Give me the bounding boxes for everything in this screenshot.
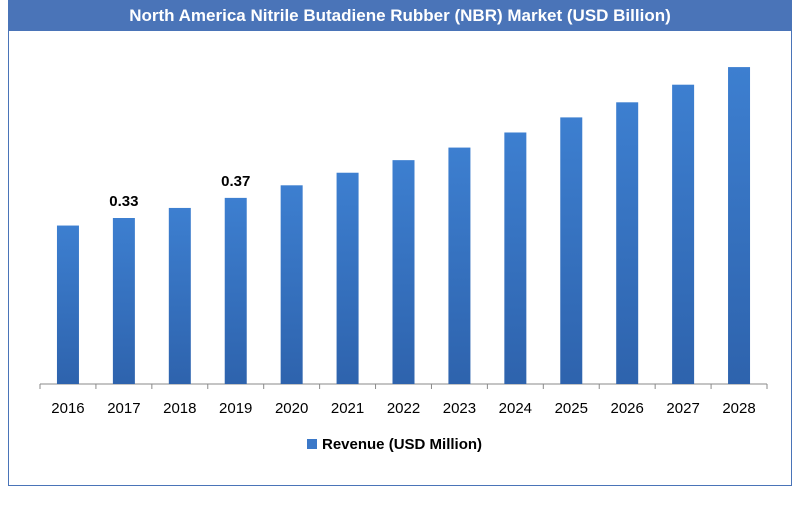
bar-2027 xyxy=(672,84,695,385)
legend: Revenue (USD Million) xyxy=(307,436,482,453)
x-tick-label-2028: 2028 xyxy=(722,400,755,417)
x-tick-label-2018: 2018 xyxy=(163,400,196,417)
bar-2022 xyxy=(392,160,415,384)
x-tick-label-2026: 2026 xyxy=(611,400,644,417)
x-tick-label-2020: 2020 xyxy=(275,400,308,417)
bar-2016 xyxy=(56,225,79,384)
legend-swatch xyxy=(307,439,317,449)
data-label-2017: 0.33 xyxy=(109,193,138,210)
data-label-2019: 0.37 xyxy=(221,173,250,190)
bar-2017 xyxy=(112,218,135,384)
chart-title: North America Nitrile Butadiene Rubber (… xyxy=(8,0,792,31)
x-tick-label-2022: 2022 xyxy=(387,400,420,417)
x-tick-label-2025: 2025 xyxy=(555,400,588,417)
bar-2021 xyxy=(336,172,359,384)
x-tick-label-2017: 2017 xyxy=(107,400,140,417)
x-tick-label-2023: 2023 xyxy=(443,400,476,417)
x-axis-ticks xyxy=(39,384,768,389)
bar-2028 xyxy=(728,67,751,384)
x-tick-label-2024: 2024 xyxy=(499,400,532,417)
bar-2024 xyxy=(504,132,527,384)
x-tick-label-2021: 2021 xyxy=(331,400,364,417)
bar-2020 xyxy=(280,185,303,384)
bar-2025 xyxy=(560,117,583,385)
x-tick-label-2019: 2019 xyxy=(219,400,252,417)
bars xyxy=(56,67,751,385)
bar-2018 xyxy=(168,207,191,384)
x-tick-label-2027: 2027 xyxy=(666,400,699,417)
data-labels: 0.33 0.37 xyxy=(109,173,250,210)
x-tick-label-2016: 2016 xyxy=(51,400,84,417)
bar-2026 xyxy=(616,102,639,384)
bar-2019 xyxy=(224,197,247,384)
bar-2023 xyxy=(448,147,471,384)
legend-label: Revenue (USD Million) xyxy=(322,436,482,453)
x-tick-labels: 2016 2017 2018 2019 2020 2021 2022 2023 2024 2025… xyxy=(51,400,755,417)
